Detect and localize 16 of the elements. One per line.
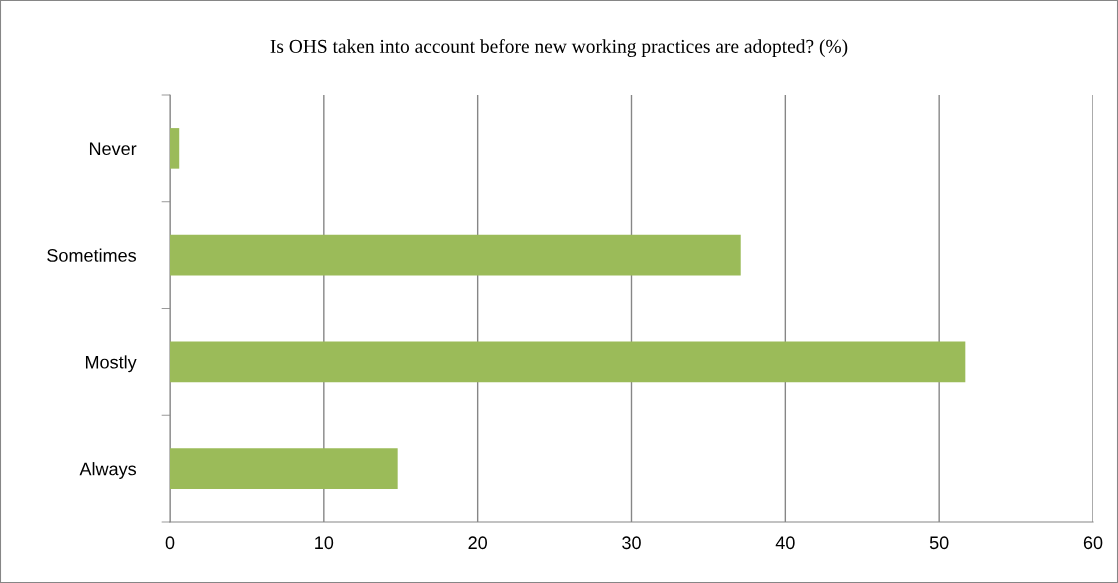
chart-title: Is OHS taken into account before new working practices are adopted? (%) [270,39,848,57]
y-tick-label: Mostly [85,355,137,373]
x-tick-label: 50 [929,536,949,550]
x-tick-label: 20 [468,536,487,550]
bar [170,234,741,276]
bar [170,128,180,169]
y-tick-label: Always [79,462,137,479]
x-tick-label: 0 [165,536,175,550]
x-tick-label: 40 [775,536,795,550]
y-tick-label: Never [89,142,137,156]
bar [170,341,966,383]
x-tick-label: 30 [622,536,641,550]
x-tick-label: 60 [1083,536,1103,550]
y-tick-label: Sometimes [47,248,137,262]
x-tick-label: 10 [315,536,334,550]
bar [170,448,398,489]
